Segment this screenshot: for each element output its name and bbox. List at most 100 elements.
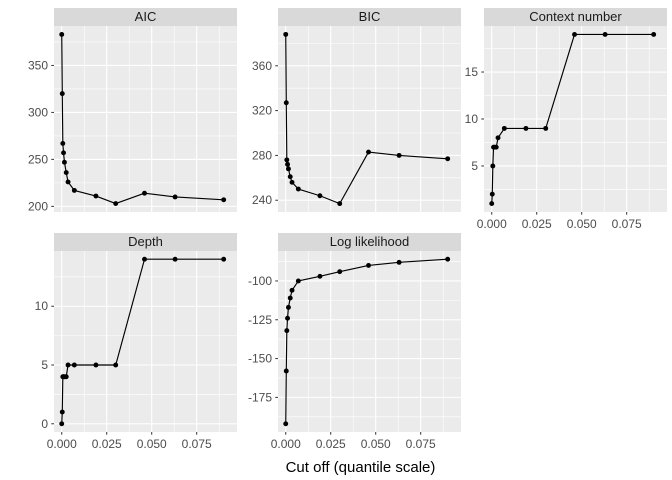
facet-panel-bic [278,26,461,212]
data-point [287,174,293,180]
y-tick-label: 15 [465,65,479,79]
data-point [59,421,65,427]
data-point [337,201,343,207]
data-point [317,273,323,279]
data-point [172,194,178,200]
y-tick-label: 280 [252,148,272,162]
facet-strip-label-depth: Depth [128,234,163,249]
x-tick-label: 0.075 [406,437,436,451]
x-tick-label: 0.000 [271,437,301,451]
x-tick-label: 0.000 [477,217,507,231]
data-point [289,179,295,185]
y-tick-label: -175 [248,390,272,404]
data-point [113,362,119,368]
data-point [366,262,371,268]
data-point [60,140,66,146]
data-point [287,295,293,301]
data-point [93,362,99,368]
x-tick-label: 0.075 [612,217,642,231]
data-point [337,269,343,275]
data-point [285,166,291,172]
data-point [93,193,99,199]
data-point [295,186,301,192]
data-point [59,409,65,415]
y-tick-label: 360 [252,59,272,73]
y-tick-label: -150 [248,352,272,366]
data-point [572,32,577,37]
x-tick-label: 0.050 [361,437,391,451]
data-point [285,161,290,167]
data-point [501,125,507,131]
data-point [142,256,147,262]
data-point [283,368,289,374]
facet-strip-label-bic: BIC [359,9,381,24]
y-tick-label: 5 [471,159,478,173]
data-point [284,328,290,334]
x-tick-label: 0.025 [92,437,122,451]
x-tick-label: 0.050 [567,217,597,231]
x-tick-label: 0.025 [522,217,552,231]
x-axis-title: Cut off (quantile scale) [285,459,436,476]
y-tick-label: 350 [28,58,48,72]
facet-strip-context-number [484,8,667,26]
data-point [61,150,66,156]
data-point [523,125,529,131]
data-point [63,374,69,380]
data-point [493,144,499,150]
data-point [65,179,71,185]
data-point [285,315,290,321]
y-tick-label: 320 [252,104,272,118]
data-point [142,190,147,196]
facet-strip-depth [54,233,237,251]
data-point [71,187,77,193]
facet-strip-bic [278,8,461,26]
facet-strip-label-log-likelihood: Log likelihood [330,234,410,249]
data-point [489,201,495,206]
data-point [221,197,227,203]
facet-strip-label-context-number: Context number [529,9,622,24]
facet-panel-depth [54,251,237,432]
y-tick-label: -125 [248,313,272,327]
facet-panel-aic [54,26,237,212]
data-point [221,256,227,262]
data-point [283,421,289,427]
facet-panel-log-likelihood [278,251,461,432]
data-point [366,149,371,155]
y-tick-label: 10 [35,299,49,313]
y-tick-label: 5 [41,358,48,372]
data-point [283,100,289,106]
data-point [63,170,69,175]
data-point [59,32,65,37]
y-tick-label: 250 [28,152,48,166]
data-point [113,201,119,206]
data-point [495,135,501,141]
data-point [59,91,65,97]
data-point [284,157,290,163]
data-point [289,287,295,293]
data-point [602,32,608,37]
x-tick-label: 0.000 [47,437,77,451]
y-tick-label: -100 [248,274,272,288]
facet-strip-aic [54,8,237,26]
data-point [283,31,289,37]
x-tick-label: 0.025 [316,437,346,451]
data-point [651,32,657,37]
data-point [445,256,451,262]
data-point [490,163,496,169]
data-point [295,278,301,284]
data-point [317,193,323,199]
facet-strip-label-aic: AIC [135,9,157,24]
data-point [396,259,402,265]
facet-strip-log-likelihood [278,233,461,251]
data-point [543,125,549,131]
data-point [61,159,67,165]
data-point [396,152,402,158]
data-point [285,304,291,310]
data-point [445,156,451,162]
y-tick-label: 200 [28,199,48,213]
x-tick-label: 0.075 [182,437,212,451]
y-tick-label: 10 [465,112,479,126]
data-point [65,362,71,368]
